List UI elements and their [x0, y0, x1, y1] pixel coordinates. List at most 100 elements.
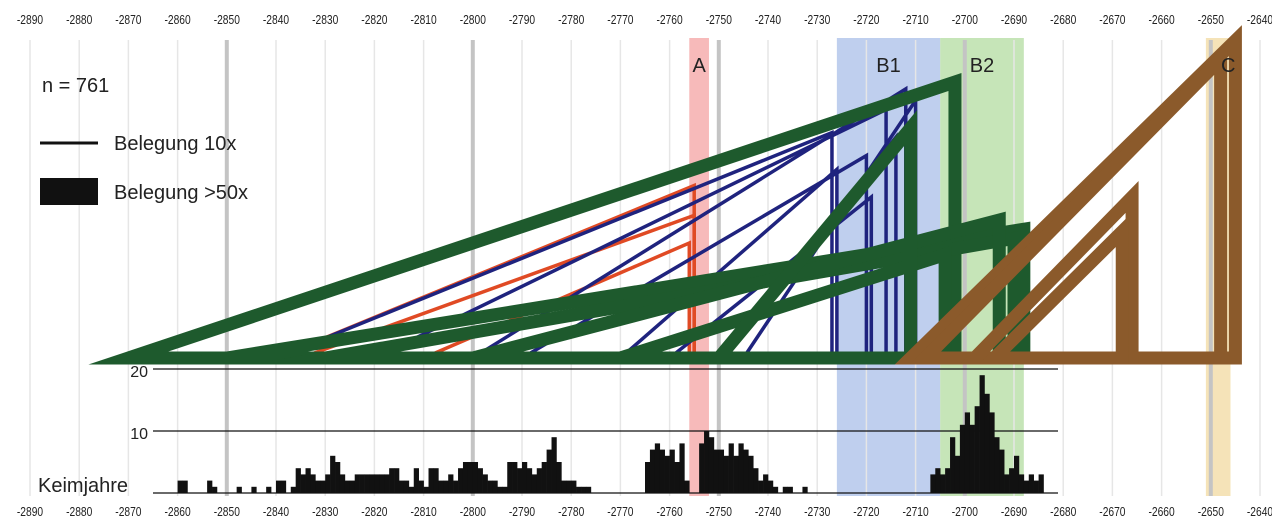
hist-bar [768, 480, 774, 493]
hist-tick-20: 20 [130, 364, 148, 381]
hist-bar [659, 449, 665, 493]
hist-bar [1014, 455, 1020, 493]
hist-bar [753, 468, 759, 493]
occupancy-wedges [88, 25, 1242, 365]
tick-top-2830: -2830 [312, 14, 338, 27]
hist-bar [251, 486, 257, 493]
hist-bar [950, 437, 956, 493]
tick-top-2860: -2860 [164, 14, 190, 27]
hist-bar [354, 474, 360, 493]
zone-labels: A B1 B2 C [692, 55, 1235, 77]
hist-bar [738, 443, 744, 493]
hist-bar [561, 480, 567, 493]
tick-top-2790: -2790 [509, 14, 535, 27]
hist-bar [536, 468, 542, 493]
hist-bar [743, 449, 749, 493]
tick-bottom-2720: -2720 [853, 506, 879, 519]
hist-bar [236, 486, 242, 493]
hist-bar [310, 474, 316, 493]
hist-bar [1004, 474, 1010, 493]
hist-bar [325, 474, 331, 493]
tick-bottom-2790: -2790 [509, 506, 535, 519]
hist-bar [541, 462, 547, 493]
hist-bar [930, 474, 936, 493]
x-axis-ticks: -2890 -2890 -2880 -2880 -2870 -2870 -2860 -2860… [17, 14, 1272, 519]
n-label: n = 761 [42, 75, 109, 97]
hist-bar [1009, 468, 1015, 493]
hist-bar [295, 468, 301, 493]
tick-top-2680: -2680 [1050, 14, 1076, 27]
hist-bar [940, 474, 946, 493]
hist-bar [438, 480, 444, 493]
tick-top-2650: -2650 [1198, 14, 1224, 27]
hist-bar [723, 455, 729, 493]
hist-bar [581, 486, 587, 493]
hist-bar [1028, 474, 1034, 493]
hist-bar [704, 431, 710, 493]
hist-bar [418, 480, 424, 493]
hist-bar [290, 486, 296, 493]
tick-top-2780: -2780 [558, 14, 584, 27]
hist-bar [935, 468, 941, 493]
hist-bar [300, 474, 306, 493]
hist-bar [453, 480, 459, 493]
hist-bar [364, 474, 370, 493]
hist-bar [571, 480, 577, 493]
hist-bar [182, 480, 188, 493]
tick-bottom-2660: -2660 [1148, 506, 1174, 519]
hist-bar [772, 486, 779, 493]
tick-bottom-2760: -2760 [656, 506, 682, 519]
hist-bar [699, 443, 705, 493]
wedge-2-5 [704, 110, 918, 365]
hist-bar [718, 449, 725, 493]
legend-thick-band-icon [40, 178, 98, 205]
hist-bar [443, 480, 449, 493]
tick-bottom-2890: -2890 [17, 506, 43, 519]
hist-bar [654, 443, 661, 493]
histogram-label: Keimjahre [38, 475, 128, 497]
hist-bar [280, 480, 287, 493]
hist-bar [989, 412, 995, 493]
hist-bar [276, 480, 282, 493]
hist-bar [782, 486, 788, 493]
hist-bar [448, 474, 454, 493]
hist-bar [728, 443, 734, 493]
hist-bar [649, 449, 656, 493]
legend-label-thick: Belegung >50x [114, 182, 248, 204]
hist-bar [945, 468, 951, 493]
hist-bar [674, 462, 680, 493]
hist-bar [408, 486, 415, 493]
hist-bar [399, 480, 405, 493]
tick-bottom-2780: -2780 [558, 506, 584, 519]
hist-bar [1018, 474, 1025, 493]
hist-bar [576, 486, 582, 493]
tick-top-2850: -2850 [214, 14, 240, 27]
tick-bottom-2830: -2830 [312, 506, 338, 519]
hist-bar [467, 462, 474, 493]
hist-bar [403, 480, 410, 493]
hist-bar [979, 375, 985, 493]
tick-top-2770: -2770 [607, 14, 633, 27]
tick-top-2670: -2670 [1099, 14, 1125, 27]
hist-bar [413, 468, 419, 493]
tick-top-2870: -2870 [115, 14, 141, 27]
hist-bar [969, 424, 975, 493]
hist-bar [384, 474, 390, 493]
zone-label-c: C [1221, 55, 1235, 77]
hist-bar [526, 468, 533, 493]
tick-top-2740: -2740 [755, 14, 781, 27]
hist-bar [787, 486, 793, 493]
tick-bottom-2710: -2710 [902, 506, 928, 519]
hist-bar [507, 462, 513, 493]
hist-bar [585, 486, 592, 493]
tick-bottom-2880: -2880 [66, 506, 92, 519]
hist-bar [320, 480, 326, 493]
tick-top-2690: -2690 [1001, 14, 1027, 27]
tick-bottom-2850: -2850 [214, 506, 240, 519]
tick-top-2720: -2720 [853, 14, 879, 27]
year-gridlines [29, 40, 1261, 496]
hist-bar [428, 468, 434, 493]
zone-label-a: A [692, 55, 706, 77]
hist-bar [713, 449, 720, 493]
